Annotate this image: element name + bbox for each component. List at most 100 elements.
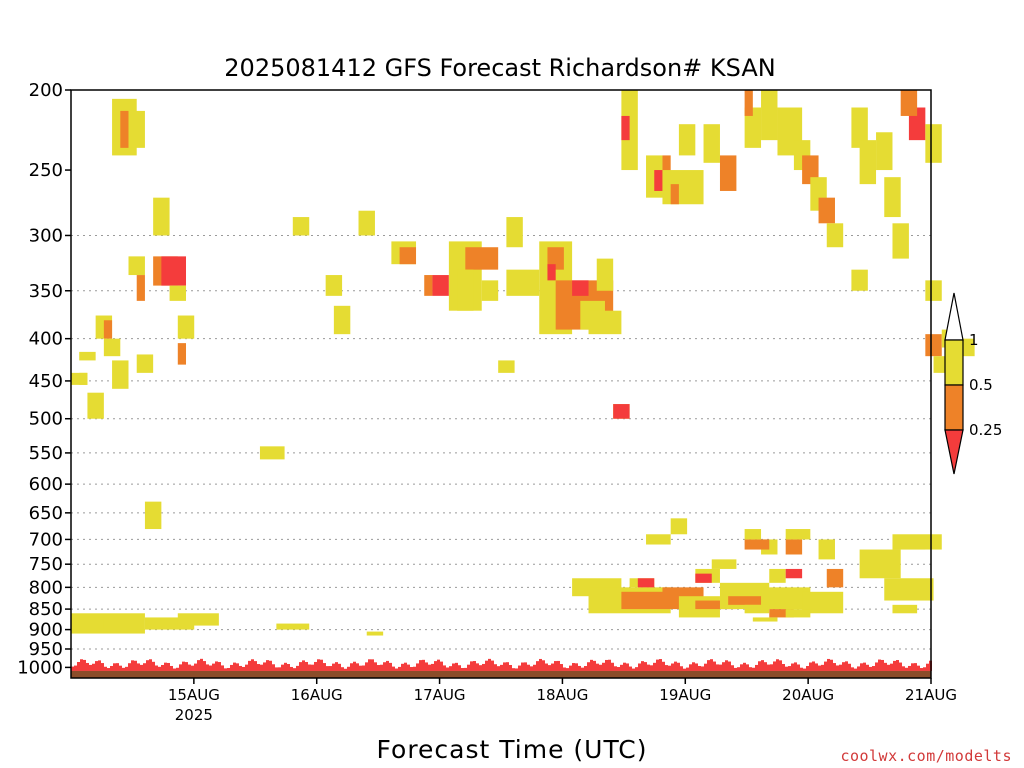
surface-unstable-cell (629, 666, 632, 671)
upper-cell (851, 107, 868, 148)
surface-unstable-cell (752, 667, 755, 671)
upper-cell (588, 310, 622, 335)
ground-band (71, 670, 931, 678)
surface-unstable-cell (209, 665, 212, 671)
surface-unstable-cell (773, 661, 776, 671)
surface-unstable-cell (560, 664, 563, 671)
lower-cell (884, 578, 934, 601)
surface-unstable-cell (737, 667, 740, 671)
upper-cell (506, 269, 540, 296)
lower-cell (276, 623, 310, 630)
surface-unstable-cell (815, 663, 818, 671)
surface-unstable-cell (311, 664, 314, 671)
surface-unstable-cell (881, 659, 884, 671)
upper-cell (103, 320, 113, 339)
surface-unstable-cell (242, 666, 245, 671)
surface-unstable-cell (557, 660, 560, 671)
surface-unstable-cell (677, 662, 680, 671)
upper-cell (876, 132, 893, 171)
surface-unstable-cell (77, 661, 80, 671)
surface-unstable-cell (662, 661, 665, 671)
surface-unstable-cell (515, 668, 518, 671)
surface-unstable-cell (638, 663, 641, 671)
surface-unstable-cell (617, 667, 620, 671)
surface-unstable-cell (791, 663, 794, 671)
surface-unstable-cell (551, 663, 554, 671)
surface-unstable-cell (287, 664, 290, 671)
upper-cell (177, 343, 187, 365)
surface-unstable-cell (134, 660, 137, 671)
surface-unstable-cell (422, 659, 425, 671)
surface-unstable-cell (569, 665, 572, 671)
surface-unstable-cell (782, 663, 785, 671)
surface-unstable-cell (320, 659, 323, 671)
lower-cell (785, 609, 811, 618)
surface-unstable-cell (353, 661, 356, 671)
x-tick-label: 21AUG (905, 686, 957, 704)
surface-unstable-cell (263, 662, 266, 671)
surface-unstable-cell (506, 662, 509, 671)
surface-unstable-cell (137, 663, 140, 671)
surface-unstable-cell (605, 659, 608, 671)
surface-unstable-cell (293, 668, 296, 671)
surface-unstable-cell (350, 663, 353, 671)
lower-cell (366, 631, 384, 636)
upper-cell (128, 256, 145, 276)
surface-unstable-cell (167, 662, 170, 671)
upper-cell (719, 155, 737, 191)
surface-unstable-cell (674, 661, 677, 671)
upper-cell (925, 280, 942, 301)
surface-unstable-cell (746, 664, 749, 671)
surface-unstable-cell (431, 663, 434, 671)
upper-cell (662, 170, 704, 205)
surface-unstable-cell (149, 659, 152, 671)
surface-unstable-cell (785, 666, 788, 671)
lower-cell (818, 539, 835, 560)
y-tick-label: 950 (29, 639, 63, 660)
surface-unstable-cell (587, 662, 590, 671)
surface-unstable-cell (620, 664, 623, 671)
y-tick-label: 450 (29, 371, 63, 392)
surface-unstable-cell (314, 661, 317, 671)
surface-unstable-cell (443, 665, 446, 671)
surface-unstable-cell (500, 664, 503, 671)
upper-cell (654, 170, 663, 191)
surface-unstable-cell (536, 661, 539, 671)
chart-title: 2025081412 GFS Forecast Richardson# KSAN (224, 54, 775, 82)
y-tick-label: 550 (29, 443, 63, 464)
surface-unstable-cell (692, 662, 695, 671)
surface-unstable-cell (695, 663, 698, 671)
plot-frame (70, 89, 932, 679)
surface-unstable-cell (131, 660, 134, 671)
surface-unstable-cell (614, 666, 617, 671)
surface-unstable-cell (356, 663, 359, 671)
surface-unstable-cell (650, 665, 653, 671)
surface-unstable-cell (884, 662, 887, 671)
surface-unstable-cell (98, 660, 101, 671)
surface-unstable-cell (323, 663, 326, 671)
surface-unstable-cell (548, 665, 551, 671)
surface-unstable-cell (344, 668, 347, 671)
surface-unstable-cell (470, 661, 473, 671)
surface-unstable-cell (488, 658, 491, 671)
surface-unstable-cell (203, 661, 206, 671)
surface-unstable-cell (299, 662, 302, 671)
surface-unstable-cell (86, 662, 89, 671)
surface-unstable-cell (704, 663, 707, 671)
upper-cell (136, 354, 154, 373)
upper-cell (432, 275, 449, 296)
surface-unstable-cell (371, 659, 374, 671)
surface-unstable-cell (269, 660, 272, 671)
upper-cell (120, 110, 129, 148)
upper-cell (572, 280, 589, 296)
upper-cell (744, 107, 762, 148)
upper-cell (802, 155, 819, 185)
upper-cell (177, 315, 195, 339)
surface-unstable-cell (197, 660, 200, 671)
surface-unstable-cell (794, 662, 797, 671)
surface-unstable-cell (839, 664, 842, 671)
upper-cell (481, 280, 499, 301)
surface-unstable-cell (458, 665, 461, 671)
upper-cell (399, 247, 417, 265)
surface-unstable-cell (830, 659, 833, 671)
